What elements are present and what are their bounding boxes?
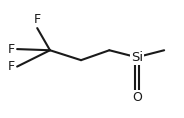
Text: F: F [8,43,15,56]
Text: F: F [8,60,15,73]
Text: O: O [132,91,142,104]
Text: Si: Si [131,51,143,64]
Text: F: F [34,13,41,26]
